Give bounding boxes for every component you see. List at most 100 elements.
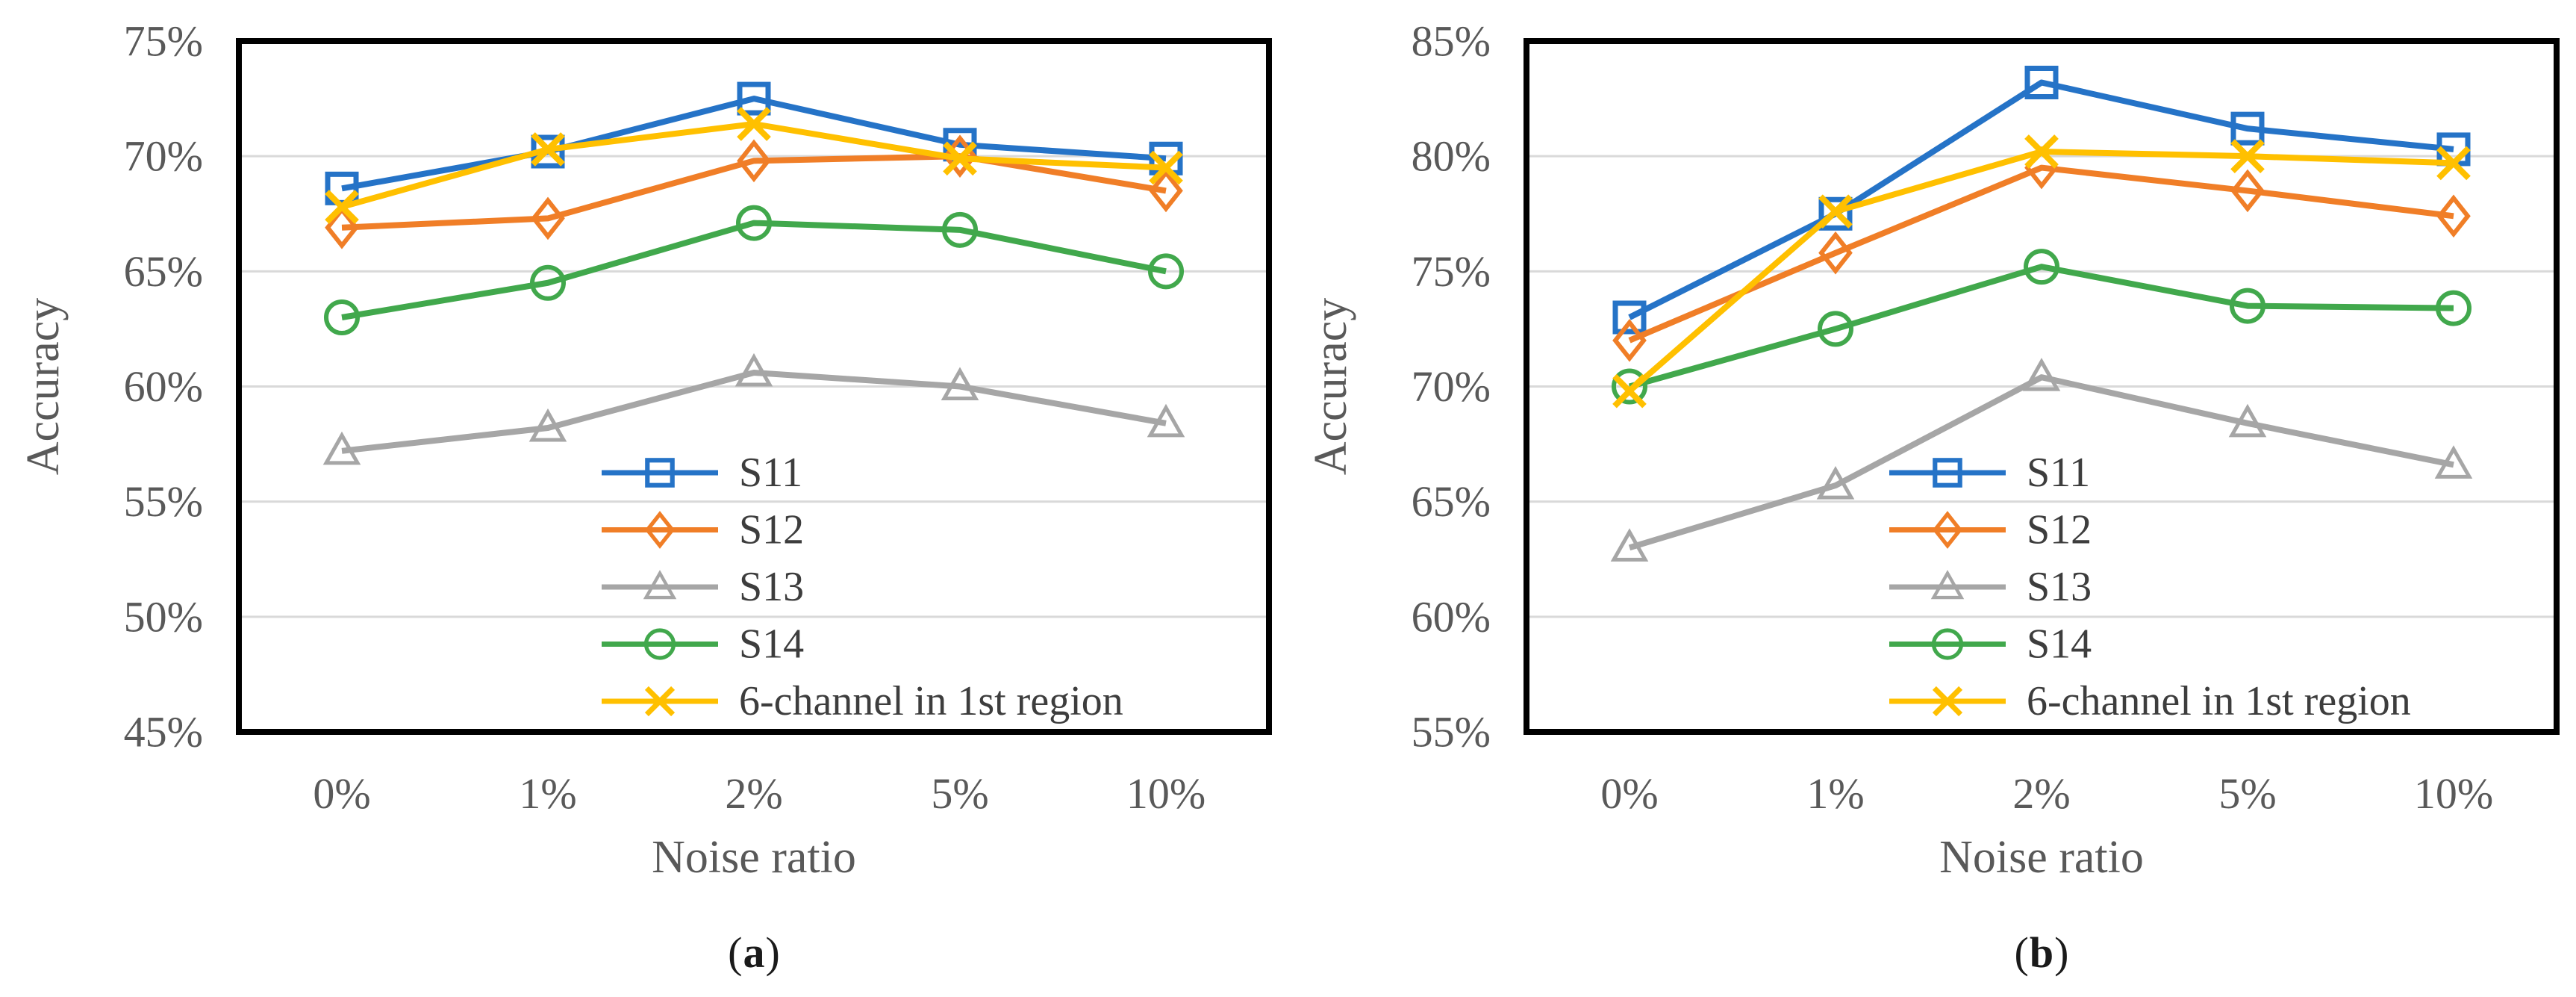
- series-line: [1628, 264, 2454, 390]
- series-line: [1628, 79, 2454, 320]
- legend: S11 S12 S13 S14 6-channel in 1st region: [1889, 450, 2411, 724]
- data-point-marker: [322, 431, 361, 465]
- triangle-marker-shape: [1816, 466, 1855, 500]
- square-marker-shape: [1818, 196, 1853, 231]
- y-tick-label: 60%: [124, 362, 203, 411]
- square-marker-shape: [2024, 66, 2059, 99]
- caption-close-paren: ): [765, 928, 781, 977]
- legend-item: S11: [1889, 450, 2090, 496]
- chart-a-canvas: 45% 50% 55% 60% 65% 70% 75% 0% 1% 2% 5% 10% Accuracy…: [18, 17, 1272, 883]
- y-tick-label: 70%: [1412, 362, 1491, 411]
- data-point-marker: [1818, 196, 1853, 231]
- data-point-marker: [1816, 466, 1855, 500]
- circle-marker-shape: [942, 211, 978, 248]
- data-point-marker: [2022, 358, 2061, 391]
- series-6-channel-in-1st-region: [1612, 134, 2471, 409]
- circle-marker-shape: [643, 628, 676, 660]
- caption-close-paren: ): [2054, 928, 2070, 977]
- legend-label: S14: [739, 621, 804, 668]
- triangle-marker-shape: [735, 352, 773, 387]
- circle-marker-shape: [1148, 253, 1184, 290]
- chart-b-canvas: 55% 60% 65% 70% 75% 80% 85% 0% 1% 2% 5% 10% Accuracy…: [1306, 17, 2560, 883]
- x-marker-stroke: [1612, 373, 1647, 409]
- x-tick-label: 10%: [1126, 769, 1206, 818]
- circle-marker-shape: [1931, 628, 1964, 660]
- legend-marker: [1930, 570, 1965, 600]
- y-tick-label: 60%: [1412, 592, 1491, 641]
- y-axis-tick-labels: 55% 60% 65% 70% 75% 80% 85%: [1412, 17, 1491, 757]
- data-point-marker: [2024, 249, 2059, 285]
- data-point-marker: [2436, 146, 2471, 181]
- circle-marker-shape: [324, 299, 360, 335]
- legend-item: S14: [602, 621, 804, 668]
- square-marker-shape: [1933, 458, 1962, 488]
- legend-label: S12: [739, 507, 804, 553]
- data-point-marker: [736, 205, 772, 241]
- x-tick-label: 0%: [1600, 769, 1658, 818]
- data-point-marker: [325, 171, 359, 205]
- data-point-marker: [1612, 300, 1647, 335]
- y-axis-title: Accuracy: [1306, 298, 1356, 476]
- data-point-marker: [2228, 403, 2267, 438]
- y-tick-label: 75%: [1412, 247, 1491, 296]
- diamond-marker-shape: [1149, 169, 1183, 213]
- data-point-marker: [1818, 194, 1853, 229]
- y-tick-label: 50%: [124, 592, 203, 641]
- diamond-marker-shape: [644, 511, 676, 549]
- x-marker-stroke: [1932, 686, 1963, 717]
- data-point-marker: [735, 352, 773, 387]
- data-point-marker: [2230, 169, 2265, 213]
- diamond-marker-shape: [2230, 169, 2265, 213]
- x-tick-label: 5%: [931, 769, 988, 818]
- x-axis-tick-labels: 0% 1% 2% 5% 10%: [1600, 769, 2493, 818]
- x-axis-title: Noise ratio: [1939, 832, 2144, 883]
- legend: S11 S12 S13 S14 6-channel in 1st region: [602, 450, 1123, 724]
- triangle-marker-shape: [2022, 358, 2061, 391]
- y-tick-label: 75%: [124, 17, 203, 66]
- x-tick-label: 2%: [725, 769, 782, 818]
- data-point-marker: [1610, 528, 1649, 562]
- triangle-marker-shape: [322, 431, 361, 465]
- plot-border: [236, 38, 1272, 735]
- legend-label: S11: [739, 450, 802, 496]
- triangle-marker-shape: [941, 367, 979, 400]
- chart-b: 55% 60% 65% 70% 75% 80% 85% 0% 1% 2% 5% 10% Accuracy…: [1288, 0, 2575, 997]
- series-s14: [1612, 249, 2471, 405]
- series-line: [341, 220, 1167, 320]
- x-marker-stroke: [1818, 194, 1853, 229]
- diamond-marker-shape: [325, 205, 359, 249]
- x-tick-label: 0%: [313, 769, 370, 818]
- legend-label: S11: [2027, 450, 2090, 496]
- y-tick-label: 65%: [1412, 477, 1491, 526]
- series-group: [1610, 66, 2473, 562]
- diamond-marker-shape: [1932, 511, 1963, 549]
- x-marker-stroke: [531, 132, 565, 167]
- data-point-marker: [2024, 66, 2059, 99]
- gridlines: [1526, 155, 2557, 618]
- legend-label: 6-channel in 1st region: [739, 678, 1123, 724]
- diamond-marker-shape: [531, 196, 565, 240]
- chart-a-caption: (a): [110, 928, 1398, 978]
- data-point-marker: [530, 264, 566, 301]
- triangle-marker-shape: [1610, 528, 1649, 562]
- circle-marker-shape: [2230, 288, 2265, 324]
- series-s13: [1610, 358, 2473, 562]
- legend-marker: [1931, 628, 1964, 660]
- circle-marker-shape: [1818, 311, 1853, 347]
- data-point-marker: [941, 367, 979, 400]
- x-tick-label: 1%: [519, 769, 576, 818]
- circle-marker-shape: [1612, 368, 1647, 405]
- x-marker-stroke: [2024, 134, 2059, 169]
- data-point-marker: [1149, 150, 1183, 185]
- y-tick-label: 55%: [1412, 708, 1491, 757]
- triangle-marker-shape: [2228, 403, 2267, 438]
- data-point-marker: [737, 139, 771, 183]
- y-tick-label: 85%: [1412, 17, 1491, 66]
- circle-marker-shape: [2436, 290, 2471, 326]
- data-point-marker: [2230, 111, 2265, 146]
- series-line: [1628, 164, 2454, 344]
- square-marker-shape: [645, 458, 675, 488]
- y-tick-label: 55%: [124, 477, 203, 526]
- legend-item: 6-channel in 1st region: [1889, 678, 2411, 724]
- series-group: [322, 81, 1185, 465]
